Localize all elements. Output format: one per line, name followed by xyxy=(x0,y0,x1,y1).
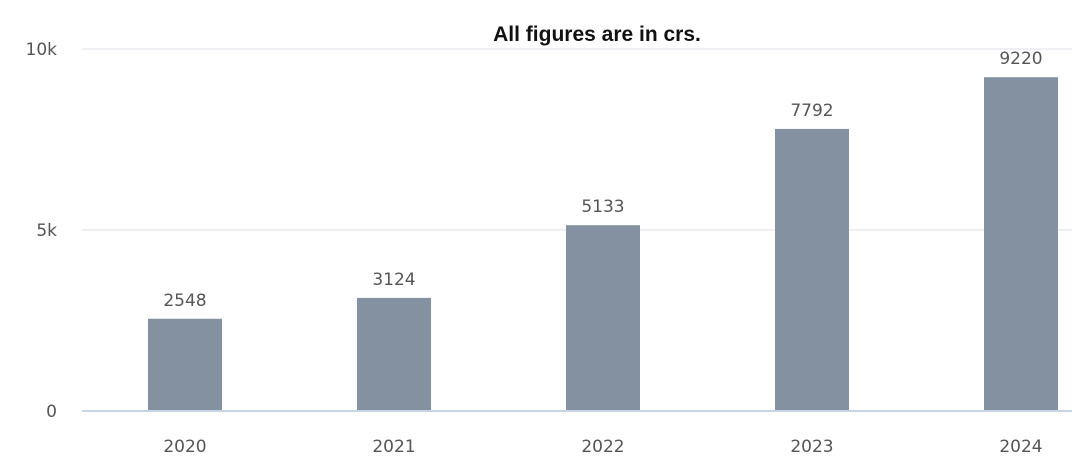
data-label: 5133 xyxy=(581,197,624,217)
x-tick-label: 2024 xyxy=(999,437,1042,457)
x-tick-label: 2020 xyxy=(163,437,206,457)
x-tick-label: 2022 xyxy=(581,437,624,457)
x-tick-label: 2023 xyxy=(790,437,833,457)
bar xyxy=(148,318,222,411)
data-label: 2548 xyxy=(163,291,206,311)
bar xyxy=(984,77,1058,412)
x-axis: 2020 2021 2022 2023 2024 xyxy=(82,410,1072,457)
data-label: 7792 xyxy=(790,101,833,121)
chart-title: All figures are in crs. xyxy=(493,23,701,46)
bar xyxy=(357,297,431,411)
y-axis: 0 5k 10k xyxy=(26,40,58,422)
y-tick-label: 0 xyxy=(46,402,57,422)
grid-lines xyxy=(82,48,1072,231)
bar xyxy=(566,225,640,411)
data-label: 9220 xyxy=(999,49,1042,69)
data-labels: 2548 3124 5133 7792 9220 xyxy=(163,49,1042,311)
y-tick-label: 10k xyxy=(26,40,58,60)
data-label: 3124 xyxy=(372,270,415,290)
bar xyxy=(775,128,849,411)
bar-series xyxy=(148,77,1058,412)
y-tick-label: 5k xyxy=(36,221,57,241)
x-tick-label: 2021 xyxy=(372,437,415,457)
